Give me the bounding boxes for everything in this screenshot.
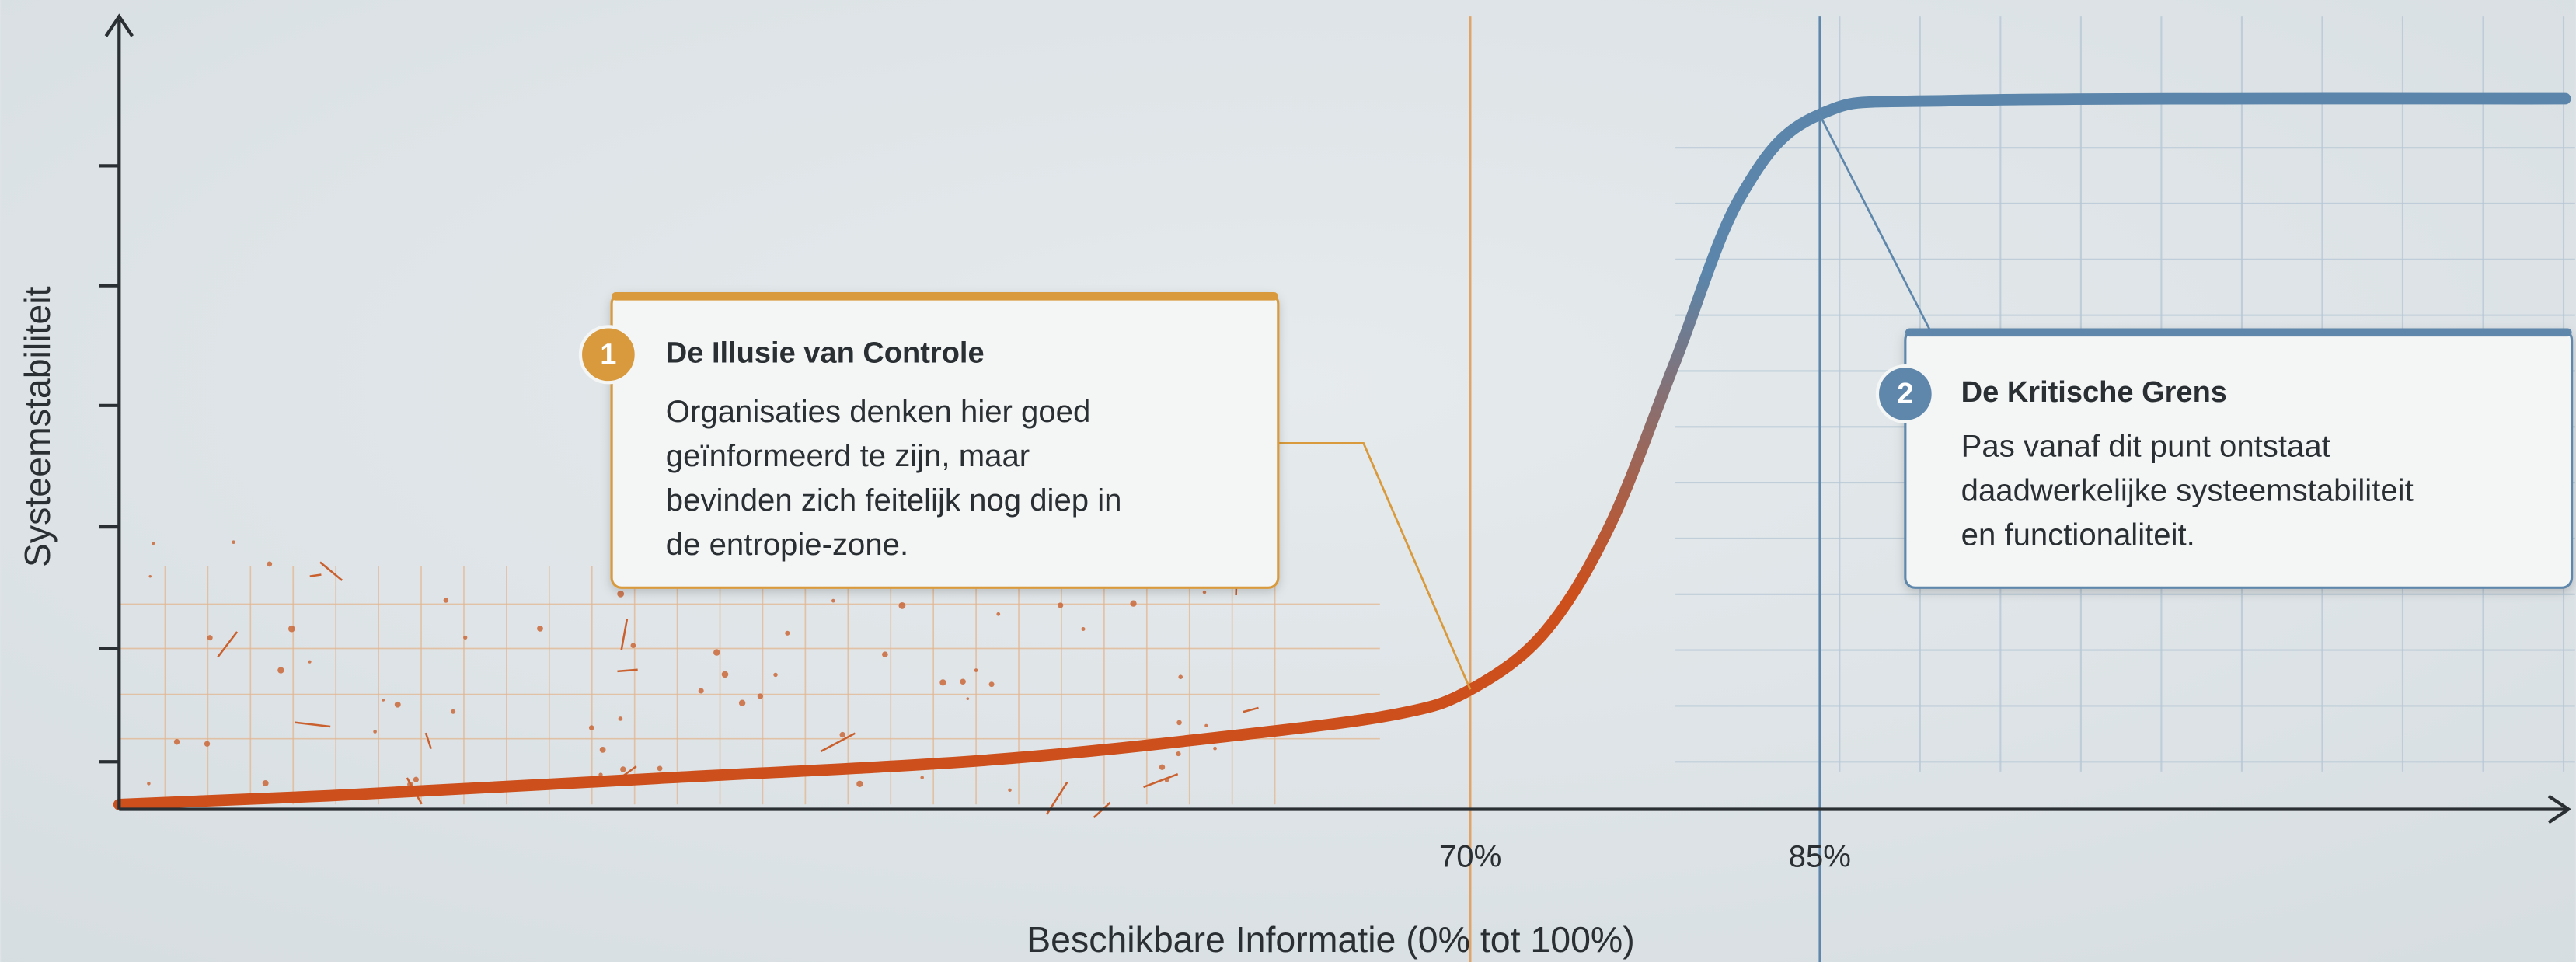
particle xyxy=(204,741,210,747)
particle xyxy=(373,730,377,734)
particle xyxy=(1203,591,1206,594)
callout-title: De Kritische Grens xyxy=(1961,376,2227,409)
particle xyxy=(631,643,636,648)
particle xyxy=(619,716,623,721)
particle xyxy=(413,777,419,782)
particle xyxy=(463,636,467,640)
particle xyxy=(856,781,863,787)
particle xyxy=(758,693,763,699)
callout-text: daadwerkelijke systeemstabiliteit xyxy=(1961,472,2414,507)
particle xyxy=(617,591,624,598)
particle xyxy=(722,671,729,678)
callout-text: de entropie-zone. xyxy=(666,527,908,562)
particle xyxy=(1176,751,1180,756)
y-axis-label: Systeemstabiliteit xyxy=(17,286,58,567)
particle xyxy=(739,700,745,706)
chart: 70% 85% 1 De Illusie van Controle Organisati… xyxy=(0,0,2576,962)
x-tick-label: 85% xyxy=(1789,838,1851,873)
particle xyxy=(600,747,606,753)
particle xyxy=(960,678,966,685)
particle xyxy=(308,661,311,664)
particle xyxy=(382,699,385,702)
particle xyxy=(939,679,946,685)
particle xyxy=(288,626,295,633)
particle xyxy=(1058,602,1063,608)
callout-top-bar xyxy=(1905,329,2572,337)
particle xyxy=(147,782,151,786)
particle xyxy=(174,739,180,744)
particle xyxy=(1213,747,1217,751)
particle xyxy=(974,668,978,672)
particle xyxy=(920,776,924,779)
particle xyxy=(451,709,455,714)
particle xyxy=(773,673,777,677)
callout-text: Pas vanaf dit punt ontstaat xyxy=(1961,428,2330,463)
x-tick-label: 70% xyxy=(1439,838,1501,873)
particle xyxy=(699,688,704,693)
particle xyxy=(882,651,888,657)
particle xyxy=(713,649,720,655)
particle xyxy=(620,766,626,772)
particle xyxy=(395,702,401,708)
particle xyxy=(1159,765,1165,770)
callout-number: 1 xyxy=(600,338,616,371)
particle xyxy=(657,765,663,771)
particle xyxy=(277,667,284,673)
callout-text: geïnformeerd te zijn, maar xyxy=(666,438,1030,473)
particle xyxy=(996,612,1000,616)
particle xyxy=(232,540,235,544)
particle xyxy=(785,631,790,636)
callout-top-bar xyxy=(612,292,1278,301)
callout-title: De Illusie van Controle xyxy=(666,336,985,369)
callout-number: 2 xyxy=(1897,378,1913,410)
particle xyxy=(1081,627,1085,631)
particle xyxy=(1130,601,1136,607)
particle xyxy=(966,697,969,700)
particle xyxy=(263,780,269,786)
particle xyxy=(1204,724,1208,727)
particle xyxy=(148,575,151,577)
x-axis-label: Beschikbare Informatie (0% tot 100%) xyxy=(1027,919,1635,960)
callout-text: bevinden zich feitelijk nog diep in xyxy=(666,483,1122,518)
particle xyxy=(1008,789,1011,792)
particle xyxy=(840,732,845,737)
particle xyxy=(267,561,272,566)
particle xyxy=(589,725,594,730)
particle xyxy=(831,599,835,603)
particle xyxy=(1178,674,1183,679)
callout-text: en functionaliteit. xyxy=(1961,517,2195,552)
particle xyxy=(537,626,543,632)
particle xyxy=(898,602,905,609)
callout-text: Organisaties denken hier goed xyxy=(666,394,1091,429)
particle xyxy=(1176,720,1182,726)
particle xyxy=(444,598,448,602)
particle xyxy=(989,681,995,687)
particle xyxy=(152,542,155,545)
particle xyxy=(207,635,213,640)
